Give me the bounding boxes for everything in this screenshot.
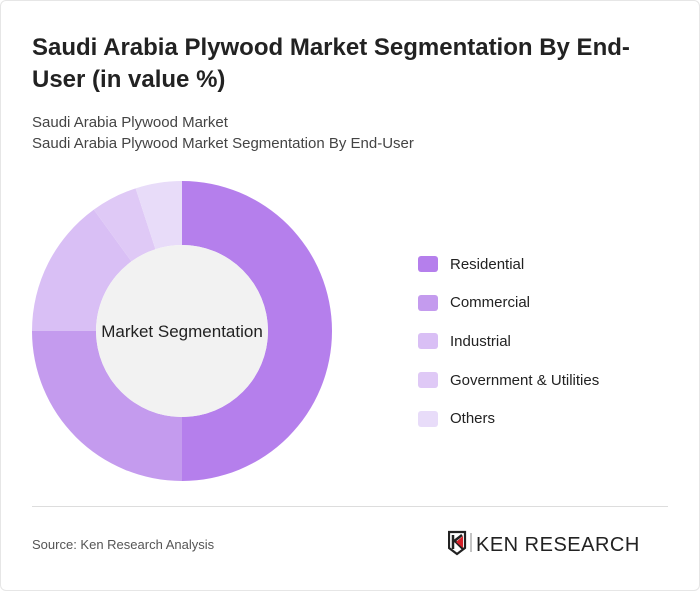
donut-center	[96, 245, 268, 417]
legend-swatch	[418, 372, 438, 389]
donut-chart: Market Segmentation	[32, 181, 332, 481]
slice-residential	[182, 181, 332, 481]
legend-swatch	[418, 333, 438, 350]
legend-item: Commercial	[418, 284, 599, 323]
slice-others	[135, 181, 182, 250]
subtitle-market: Saudi Arabia Plywood Market	[32, 114, 228, 131]
legend-swatch	[418, 294, 438, 311]
legend-label: Industrial	[450, 332, 511, 350]
legend-swatch	[418, 410, 438, 427]
legend-label: Residential	[450, 255, 525, 273]
ken-research-logo: KEN RESEARCH	[448, 530, 640, 556]
legend-label: Government & Utilities	[450, 371, 600, 389]
legend-item: Residential	[418, 245, 599, 284]
source-note: Source: Ken Research Analysis	[32, 537, 215, 552]
divider	[32, 506, 668, 507]
legend-label: Others	[450, 410, 496, 428]
legend-label: Commercial	[450, 294, 531, 312]
chart-legend: Residential Commercial Industrial Governmen…	[418, 245, 599, 438]
svg-text:KEN RESEARCH: KEN RESEARCH	[476, 534, 640, 556]
subtitle-segmentation: Saudi Arabia Plywood Market Segmentation…	[32, 135, 414, 152]
slice-government-utilities	[93, 188, 156, 262]
chart-title: Saudi Arabia Plywood Market Segmentation…	[32, 34, 630, 93]
center-label: Market Segmentation	[101, 322, 263, 341]
slice-industrial	[32, 209, 132, 331]
slice-commercial	[32, 331, 182, 481]
legend-item: Others	[418, 399, 599, 438]
legend-item: Industrial	[418, 322, 599, 361]
legend-swatch	[418, 256, 438, 273]
legend-item: Government & Utilities	[418, 361, 599, 400]
